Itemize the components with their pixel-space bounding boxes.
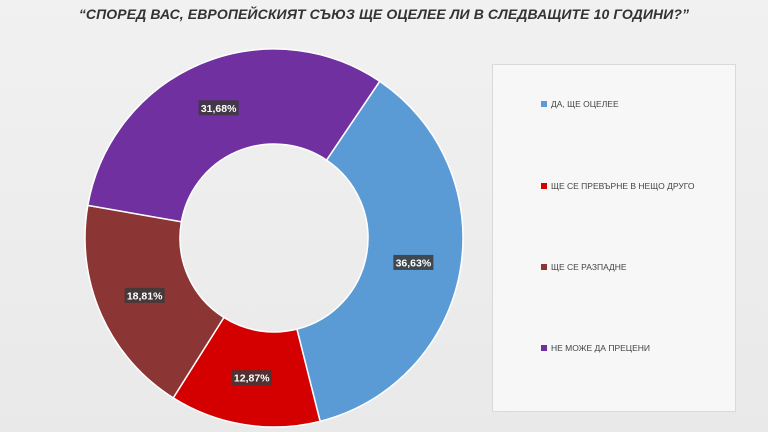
data-label-text: 36,63% [396,257,432,269]
legend-label: ЩЕ СЕ ПРЕВЪРНЕ В НЕЩО ДРУГО [551,181,695,191]
legend-swatch [541,101,547,107]
legend-swatch [541,264,547,270]
legend-label: ЩЕ СЕ РАЗПАДНЕ [551,262,627,272]
chart-legend: ДА, ЩЕ ОЦЕЛЕЕ ЩЕ СЕ ПРЕВЪРНЕ В НЕЩО ДРУГ… [492,64,736,412]
legend-label: ДА, ЩЕ ОЦЕЛЕЕ [551,99,619,109]
data-label-background [393,254,434,270]
data-label-text: 12,87% [234,373,270,385]
data-label-background [231,370,272,386]
legend-label: НЕ МОЖЕ ДА ПРЕЦЕНИ [551,343,650,353]
data-label-cannot-judge: 31,68% [198,100,239,116]
data-label-text: 31,68% [201,103,237,115]
legend-swatch [541,183,547,189]
data-label-background [124,287,165,303]
data-label-disintegrate: 18,81% [124,287,165,303]
legend-item-yes: ДА, ЩЕ ОЦЕЛЕЕ [541,99,619,109]
legend-item-cannot-judge: НЕ МОЖЕ ДА ПРЕЦЕНИ [541,343,650,353]
donut-slice-yes [296,80,464,423]
data-label-yes: 36,63% [393,254,434,270]
donut-slice-cannot-judge [86,48,381,223]
chart-title: “СПОРЕД ВАС, ЕВРОПЕЙСКИЯТ СЪЮЗ ЩЕ ОЦЕЛЕЕ… [78,6,690,22]
data-label-background [198,100,239,116]
legend-item-transform: ЩЕ СЕ ПРЕВЪРНЕ В НЕЩО ДРУГО [541,181,695,191]
legend-swatch [541,345,547,351]
data-label-transform: 12,87% [231,370,272,386]
data-label-text: 18,81% [127,290,163,302]
legend-item-disintegrate: ЩЕ СЕ РАЗПАДНЕ [541,262,627,272]
